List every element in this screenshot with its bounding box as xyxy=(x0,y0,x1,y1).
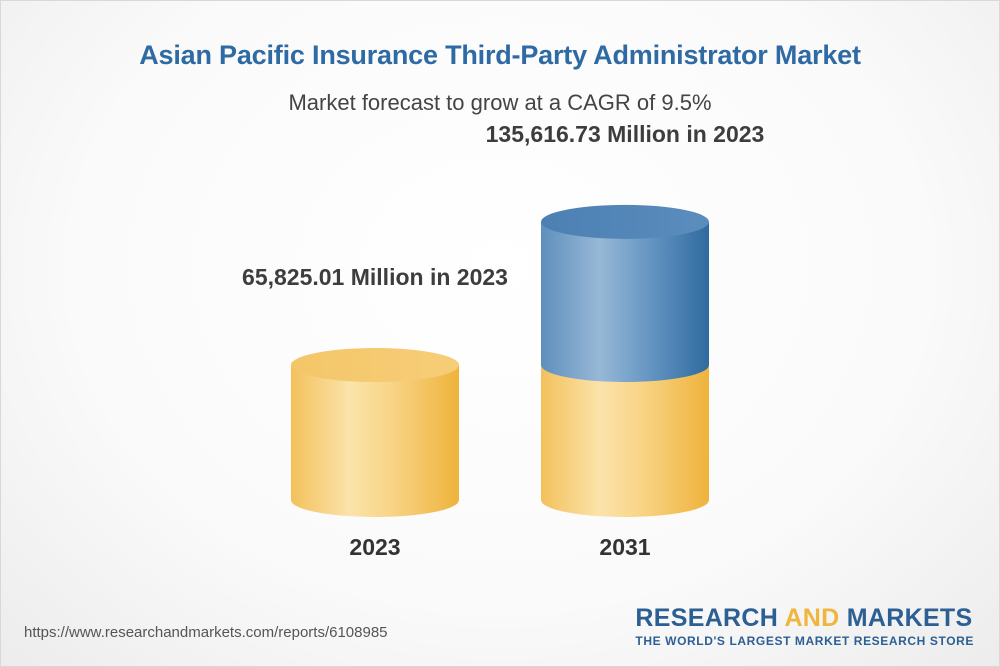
bar-2031-top xyxy=(541,204,709,239)
bar-2031-growth-segment xyxy=(541,221,709,382)
bar-2031-base-segment xyxy=(541,365,709,517)
data-label-2031: 135,616.73 Million in 2023 xyxy=(485,120,765,147)
data-label-2023: 65,825.01 Million in 2023 xyxy=(242,264,508,290)
chart-title: Asian Pacific Insurance Third-Party Admi… xyxy=(139,40,861,70)
brand-tagline: THE WORLD'S LARGEST MARKET RESEARCH STOR… xyxy=(635,634,974,648)
bar-2023 xyxy=(291,365,459,517)
brand-word-research: RESEARCH xyxy=(635,604,785,632)
source-url[interactable]: https://www.researchandmarkets.com/repor… xyxy=(24,624,388,641)
category-label-2023: 2023 xyxy=(349,534,401,560)
chart-subtitle: Market forecast to grow at a CAGR of 9.5… xyxy=(288,90,712,115)
brand-wordmark: RESEARCH AND MARKETS xyxy=(635,604,974,633)
brand-word-and: AND xyxy=(784,604,840,632)
bar-2023-top xyxy=(291,348,459,382)
brand-logo: RESEARCH AND MARKETS THE WORLD'S LARGEST… xyxy=(635,604,974,648)
brand-word-markets: MARKETS xyxy=(839,604,973,632)
category-label-2031: 2031 xyxy=(599,534,651,560)
